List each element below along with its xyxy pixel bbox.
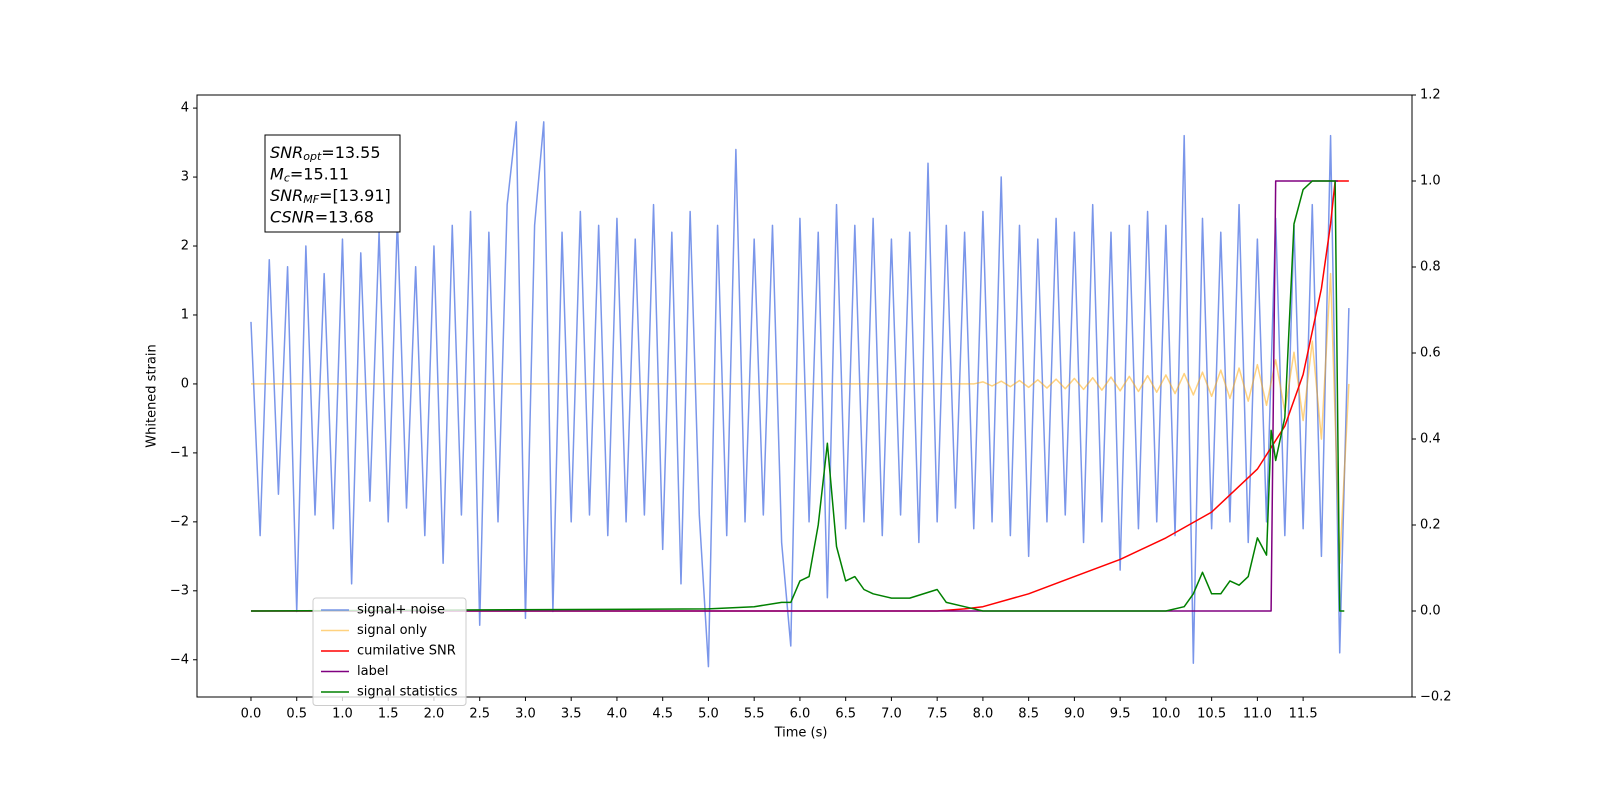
annotation-part: =[13.91] [319, 186, 391, 205]
x-tick-label: 4.5 [652, 707, 673, 722]
y-tick-label: 3 [181, 170, 189, 185]
series-line [250, 180, 1349, 612]
legend-label: signal+ noise [357, 603, 445, 618]
y-tick-label: 4 [181, 101, 189, 116]
series-line [250, 180, 1338, 612]
annotation-text: SNRopt=13.55 [270, 143, 381, 164]
y2-tick-label: 1.0 [1420, 174, 1441, 189]
x-tick-label: 1.0 [332, 707, 353, 722]
x-tick-label: 5.0 [698, 707, 719, 722]
y-tick-label: 2 [181, 239, 189, 254]
x-tick-label: 10.5 [1197, 707, 1226, 722]
x-tick-label: 3.5 [561, 707, 582, 722]
y-tick-label: −3 [170, 583, 189, 598]
y-tick-label: −2 [170, 514, 189, 529]
x-tick-label: 2.5 [469, 707, 490, 722]
plot-area [250, 121, 1350, 668]
x-tick-label: 5.5 [744, 707, 765, 722]
x-tick-label: 8.5 [1018, 707, 1039, 722]
legend-label: label [357, 664, 388, 679]
annotation-part: M [270, 164, 284, 183]
annotation-text: SNRMF=[13.91] [270, 186, 391, 207]
legend-label: signal statistics [357, 685, 458, 700]
series-line [250, 121, 1350, 668]
legend-label: cumilative SNR [357, 644, 456, 659]
y2-tick-label: 1.2 [1420, 88, 1441, 103]
x-tick-label: 6.0 [790, 707, 811, 722]
annotation-part: opt [303, 150, 322, 163]
annotation-part: CSNR [270, 207, 315, 226]
plot-frame [196, 94, 1413, 698]
x-tick-label: 9.5 [1110, 707, 1131, 722]
y-tick-label: 1 [181, 307, 189, 322]
x-tick-label: 6.5 [835, 707, 856, 722]
annotation-part: SNR [270, 143, 303, 162]
y-tick-label: 0 [181, 376, 189, 391]
annotation-part: =15.11 [290, 164, 349, 183]
x-tick-label: 3.0 [515, 707, 536, 722]
x-tick-label: 10.0 [1151, 707, 1180, 722]
series-line [250, 180, 1345, 612]
legend: signal+ noise signal only cumilative SNR la… [312, 597, 467, 706]
y-tick-label: −1 [170, 445, 189, 460]
y-axis-label: Whitened strain [145, 344, 160, 447]
y2-tick-label: 0.4 [1420, 432, 1441, 447]
series-line [250, 272, 1350, 564]
y2-tick-label: 0.6 [1420, 346, 1441, 361]
y2-tick-label: 0.0 [1420, 604, 1441, 619]
x-tick-label: 1.5 [378, 707, 399, 722]
annotation-frame [264, 134, 401, 233]
x-tick-label: 7.0 [881, 707, 902, 722]
x-tick-label: 11.5 [1289, 707, 1318, 722]
annotation-part: c [284, 172, 290, 185]
x-tick-label: 7.5 [927, 707, 948, 722]
x-tick-label: 0.0 [241, 707, 262, 722]
legend-label: signal only [357, 623, 427, 638]
annotation-part: SNR [270, 186, 303, 205]
annotation-part: =13.55 [321, 143, 380, 162]
x-tick-label: 11.0 [1243, 707, 1272, 722]
annotation-box: SNRopt=13.55Mc=15.11SNRMF=[13.91]CSNR=13… [264, 134, 401, 233]
annotation-part: MF [303, 193, 319, 206]
x-tick-label: 0.5 [286, 707, 307, 722]
x-tick-label: 8.0 [973, 707, 994, 722]
x-tick-label: 2.0 [424, 707, 445, 722]
x-tick-label: 4.0 [607, 707, 628, 722]
x-axis-label: Time (s) [774, 726, 828, 741]
y2-tick-label: 0.2 [1420, 518, 1441, 533]
y-tick-label: −4 [170, 652, 189, 667]
y2-tick-label: −0.2 [1420, 690, 1452, 705]
legend-frame [312, 597, 467, 706]
annotation-text: Mc=15.11 [270, 164, 349, 185]
x-tick-label: 9.0 [1064, 707, 1085, 722]
y2-tick-label: 0.8 [1420, 260, 1441, 275]
annotation-text: CSNR=13.68 [270, 207, 374, 226]
annotation-part: =13.68 [315, 207, 374, 226]
